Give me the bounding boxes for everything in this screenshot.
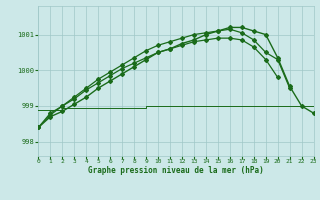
X-axis label: Graphe pression niveau de la mer (hPa): Graphe pression niveau de la mer (hPa): [88, 166, 264, 175]
